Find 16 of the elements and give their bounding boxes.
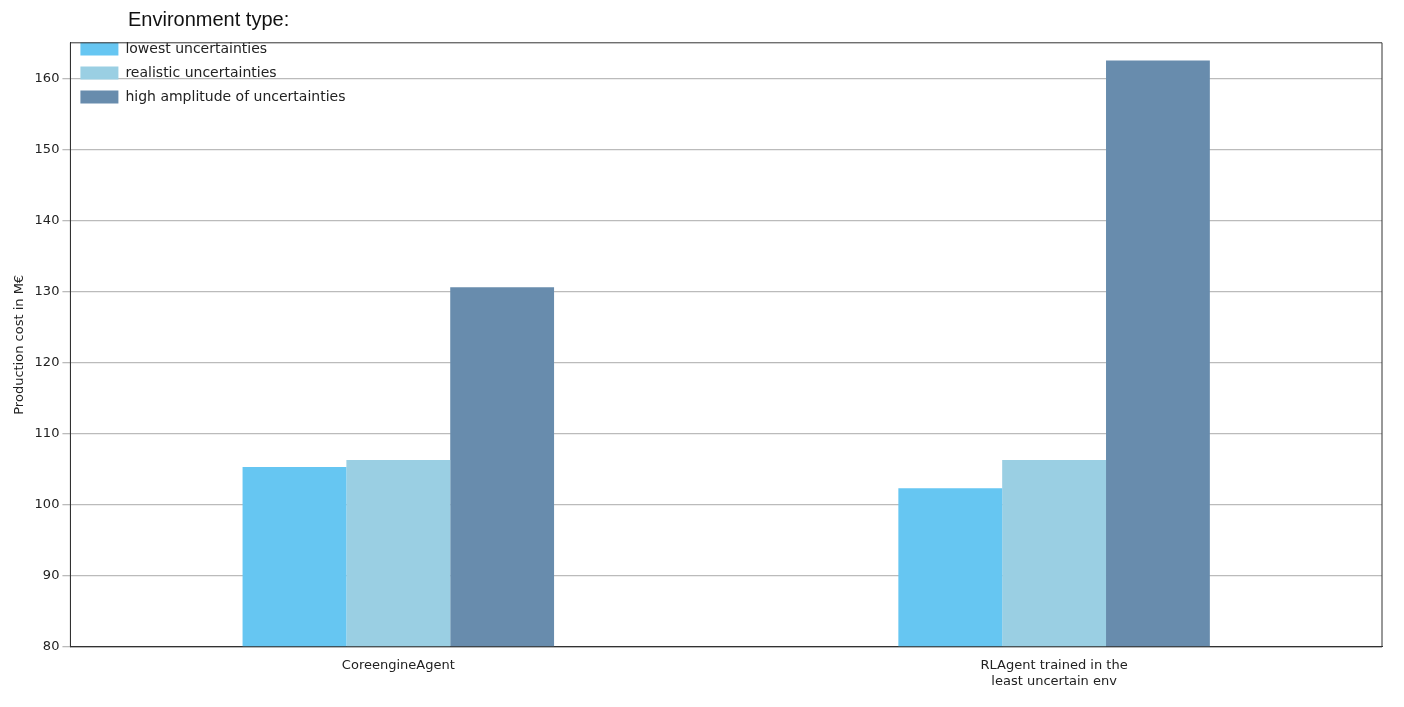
x-tick-label: CoreengineAgent [341, 656, 455, 672]
y-tick-label: 140 [34, 211, 60, 227]
legend-label: lowest uncertainties [125, 39, 268, 56]
y-tick-label: 90 [42, 567, 60, 583]
y-tick-label: 130 [34, 282, 60, 298]
y-tick-label: 150 [34, 140, 60, 156]
y-tick-label: 160 [34, 69, 60, 85]
legend-label: high amplitude of uncertainties [125, 87, 346, 104]
y-tick-label: 110 [34, 425, 60, 440]
x-tick-label: RLAgent trained in the least uncertain env [980, 656, 1128, 688]
legend-label: realistic uncertainties [125, 63, 277, 80]
y-tick-label: 120 [34, 353, 60, 369]
y-axis-title: Production cost in M€ [11, 274, 27, 415]
legend-title: Environment type: [128, 8, 291, 32]
y-tick-label: 100 [34, 496, 60, 512]
y-tick-label: 80 [42, 638, 60, 654]
